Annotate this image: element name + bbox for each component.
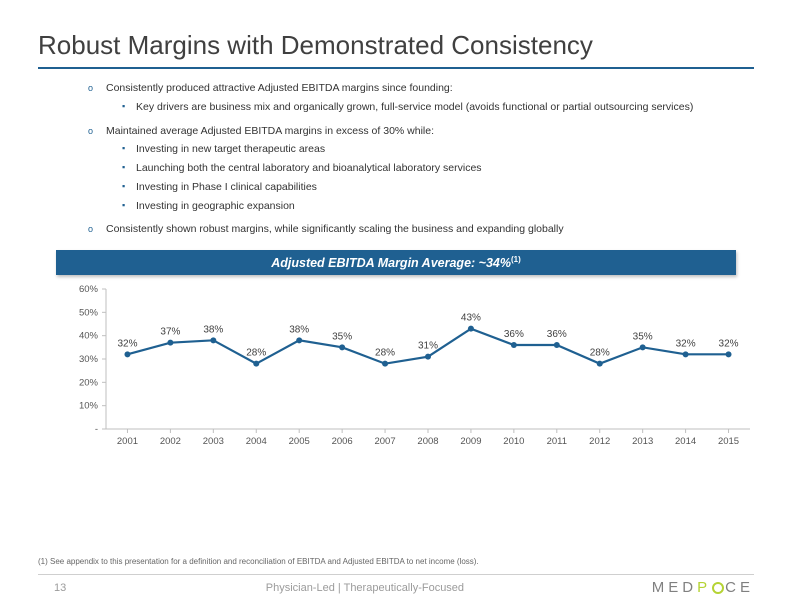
chart-banner: Adjusted EBITDA Margin Average: ~34%(1) xyxy=(56,250,736,275)
footnote: (1) See appendix to this presentation fo… xyxy=(38,557,479,566)
page-title: Robust Margins with Demonstrated Consist… xyxy=(38,30,754,61)
svg-text:2012: 2012 xyxy=(589,436,610,447)
banner-superscript: (1) xyxy=(511,255,521,264)
svg-text:30%: 30% xyxy=(79,354,99,365)
bullet-l2: Key drivers are business mix and organic… xyxy=(88,100,754,116)
svg-text:28%: 28% xyxy=(590,348,610,359)
svg-text:60%: 60% xyxy=(79,284,99,295)
footer-tagline: Physician-Led | Therapeutically-Focused xyxy=(78,582,652,594)
svg-text:20%: 20% xyxy=(79,377,99,388)
svg-text:28%: 28% xyxy=(375,348,395,359)
svg-text:37%: 37% xyxy=(160,327,180,338)
bullet-l2: Launching both the central laboratory an… xyxy=(88,161,754,177)
svg-text:2007: 2007 xyxy=(374,436,395,447)
svg-text:2009: 2009 xyxy=(460,436,481,447)
svg-text:2003: 2003 xyxy=(203,436,224,447)
svg-text:-: - xyxy=(95,424,98,435)
bullet-l2: Investing in new target therapeutic area… xyxy=(88,142,754,158)
banner-text: Adjusted EBITDA Margin Average: ~34% xyxy=(271,256,511,270)
svg-text:2004: 2004 xyxy=(246,436,267,447)
bullet-l1: Consistently produced attractive Adjuste… xyxy=(88,81,754,97)
svg-text:32%: 32% xyxy=(719,338,739,349)
logo-text-pre: MED xyxy=(652,579,697,596)
svg-text:38%: 38% xyxy=(203,324,223,335)
bullet-list: Consistently produced attractive Adjuste… xyxy=(38,81,754,238)
bullet-l2: Investing in Phase I clinical capabiliti… xyxy=(88,180,754,196)
logo-text-post: CE xyxy=(725,579,754,596)
svg-text:2010: 2010 xyxy=(503,436,524,447)
svg-text:40%: 40% xyxy=(79,331,99,342)
chart-container: - 10% 20% 30% 40% 50% 60% 2001 2002 2003 2004 2005 2… xyxy=(70,281,736,461)
svg-text:2001: 2001 xyxy=(117,436,138,447)
svg-text:43%: 43% xyxy=(461,313,481,324)
svg-text:2002: 2002 xyxy=(160,436,181,447)
svg-text:2011: 2011 xyxy=(547,436,567,447)
svg-text:2014: 2014 xyxy=(675,436,696,447)
logo-text-p: P xyxy=(697,579,711,596)
svg-text:38%: 38% xyxy=(289,324,309,335)
svg-text:50%: 50% xyxy=(79,307,99,318)
svg-text:2008: 2008 xyxy=(417,436,438,447)
svg-text:2005: 2005 xyxy=(289,436,310,447)
page-number: 13 xyxy=(38,582,78,594)
svg-text:36%: 36% xyxy=(547,329,567,340)
medpace-logo: MEDP CE xyxy=(652,579,754,596)
svg-text:36%: 36% xyxy=(504,329,524,340)
svg-text:35%: 35% xyxy=(332,331,352,342)
svg-text:28%: 28% xyxy=(246,348,266,359)
ebitda-margin-chart: - 10% 20% 30% 40% 50% 60% 2001 2002 2003 2004 2005 2… xyxy=(70,281,770,461)
bullet-l1: Maintained average Adjusted EBITDA margi… xyxy=(88,124,754,140)
svg-text:2015: 2015 xyxy=(718,436,739,447)
bullet-l2: Investing in geographic expansion xyxy=(88,199,754,215)
svg-text:2006: 2006 xyxy=(332,436,353,447)
logo-ring-icon xyxy=(712,582,724,594)
svg-text:31%: 31% xyxy=(418,341,438,352)
title-underline xyxy=(38,67,754,69)
svg-text:35%: 35% xyxy=(633,331,653,342)
svg-text:10%: 10% xyxy=(79,401,99,412)
slide: Robust Margins with Demonstrated Consist… xyxy=(0,0,792,612)
svg-text:32%: 32% xyxy=(117,338,137,349)
svg-text:32%: 32% xyxy=(676,338,696,349)
bullet-l1: Consistently shown robust margins, while… xyxy=(88,222,754,238)
svg-text:2013: 2013 xyxy=(632,436,653,447)
footer: 13 Physician-Led | Therapeutically-Focus… xyxy=(38,574,754,600)
